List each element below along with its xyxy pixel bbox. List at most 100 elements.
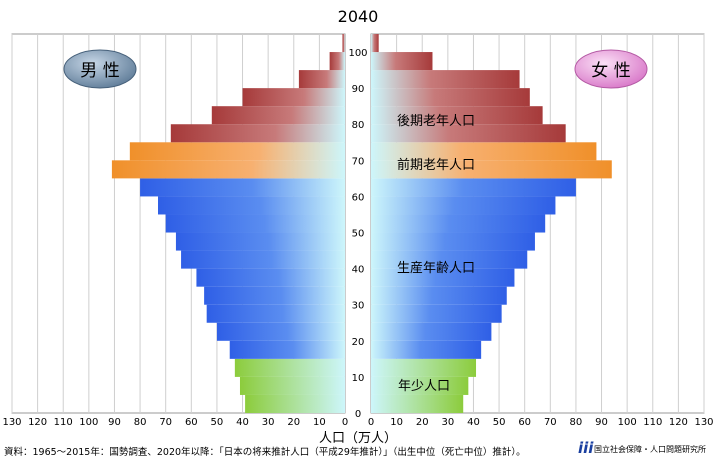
male-bar-age-20	[216, 322, 345, 341]
female-x-tick-label: 130	[694, 417, 713, 428]
male-bar-age-15	[229, 340, 345, 359]
female-bar-age-35	[371, 268, 515, 287]
female-bar-age-75	[371, 124, 566, 143]
male-bar-age-30	[204, 286, 345, 305]
female-bar-age-20	[371, 322, 492, 341]
age-tick-label: 50	[352, 229, 365, 240]
male-bar-age-55	[158, 196, 345, 215]
age-tick-label: 90	[352, 84, 365, 95]
female-badge-label: 女 性	[591, 61, 630, 81]
female-bar-age-55	[371, 196, 556, 215]
age-tick-label: 20	[352, 337, 365, 348]
age-tick-label: 10	[352, 373, 365, 384]
ipss-logo-icon: iii	[578, 439, 594, 457]
female-x-tick-label: 10	[390, 417, 403, 428]
chart-title: 2040	[338, 7, 379, 26]
label-late-elderly: 後期老年人口	[397, 114, 475, 129]
label-early-elderly: 前期老年人口	[397, 157, 475, 173]
age-tick-label: 60	[352, 192, 365, 203]
male-bar-age-90	[298, 70, 345, 89]
female-bar-age-40	[371, 250, 528, 269]
age-tick-label: 100	[348, 48, 367, 59]
male-bar-age-25	[206, 304, 345, 323]
male-bar-age-75	[170, 124, 345, 143]
male-badge: 男 性	[63, 49, 137, 89]
age-tick-label: 30	[352, 301, 365, 312]
female-x-tick-label: 70	[544, 417, 557, 428]
male-bar-age-80	[211, 106, 345, 125]
age-axis-labels: 0 10 20 30 40 50 60 70 80 90 100	[348, 48, 367, 420]
male-x-tick-label: 80	[134, 417, 147, 428]
male-bar-age-35	[196, 268, 345, 287]
female-x-tick-label: 100	[618, 417, 637, 428]
male-x-tick-label: 10	[313, 417, 326, 428]
male-bar-age-95	[329, 52, 345, 71]
female-x-tick-label: 20	[416, 417, 429, 428]
female-x-tick-label: 30	[441, 417, 454, 428]
age-tick-label: 80	[352, 120, 365, 131]
male-x-tick-label: 90	[108, 417, 121, 428]
male-bar-age-85	[242, 88, 345, 107]
male-bar-age-45	[175, 232, 345, 251]
female-bar-age-60	[371, 178, 576, 197]
male-x-tick-label: 50	[211, 417, 224, 428]
male-bar-age-60	[140, 178, 345, 197]
female-bar-age-85	[371, 88, 530, 107]
male-bar-age-10	[234, 358, 345, 377]
female-bar-age-10	[371, 358, 477, 377]
male-x-tick-label: 120	[28, 417, 47, 428]
male-x-tick-label: 130	[2, 417, 21, 428]
male-bar-age-0	[245, 394, 345, 413]
female-bar-age-100	[371, 34, 379, 53]
male-x-tick-label: 60	[185, 417, 198, 428]
male-bar-age-40	[181, 250, 345, 269]
female-bar-age-90	[371, 70, 520, 89]
female-bar-age-30	[371, 286, 507, 305]
age-tick-label: 40	[352, 265, 365, 276]
x-axis-label: 人口（万人）	[319, 431, 397, 446]
female-bar-age-80	[371, 106, 543, 125]
ipss-logo: iii 国立社会保障・人口問題研究所	[578, 439, 706, 457]
female-x-tick-label: 0	[368, 417, 374, 428]
male-bar-age-5	[239, 376, 345, 395]
population-axis-labels: 130 120 110 100 90 80 70 60 50 40 30 20 10 0 0 10 20 30 40…	[2, 417, 713, 428]
female-x-tick-label: 110	[643, 417, 662, 428]
female-x-tick-label: 60	[518, 417, 531, 428]
female-badge: 女 性	[574, 49, 648, 89]
female-bar-age-45	[371, 232, 535, 251]
female-x-tick-label: 120	[669, 417, 688, 428]
male-x-tick-label: 110	[54, 417, 73, 428]
female-bar-age-95	[371, 52, 433, 71]
male-x-tick-label: 40	[236, 417, 249, 428]
org-name: 国立社会保障・人口問題研究所	[594, 444, 706, 454]
female-bar-age-65	[371, 160, 612, 179]
label-working-age: 生産年齢人口	[397, 260, 475, 276]
male-bar-age-65	[111, 160, 346, 179]
male-bar-age-50	[165, 214, 345, 233]
male-bar-age-100	[342, 34, 345, 53]
male-x-tick-label: 0	[342, 417, 348, 428]
female-x-tick-label: 50	[493, 417, 506, 428]
female-bar-age-25	[371, 304, 502, 323]
source-note: 資料：1965～2015年：国勢調査、2020年以降：「日本の将来推計人口（平成…	[4, 446, 526, 458]
female-bar-age-50	[371, 214, 546, 233]
male-x-tick-label: 100	[79, 417, 98, 428]
female-x-tick-label: 40	[467, 417, 480, 428]
bars-layer	[111, 34, 612, 413]
age-tick-label: 70	[352, 156, 365, 167]
age-tick-label: 0	[355, 409, 361, 420]
label-young: 年少人口	[398, 379, 450, 394]
male-x-tick-label: 20	[287, 417, 300, 428]
female-bar-age-70	[371, 142, 597, 161]
male-x-tick-label: 30	[262, 417, 275, 428]
female-bar-age-5	[371, 376, 469, 395]
female-bar-age-0	[371, 394, 464, 413]
male-x-tick-label: 70	[159, 417, 172, 428]
female-bar-age-15	[371, 340, 482, 359]
male-bar-age-70	[129, 142, 345, 161]
female-x-tick-label: 80	[570, 417, 583, 428]
male-badge-label: 男 性	[80, 61, 119, 81]
female-x-tick-label: 90	[595, 417, 608, 428]
